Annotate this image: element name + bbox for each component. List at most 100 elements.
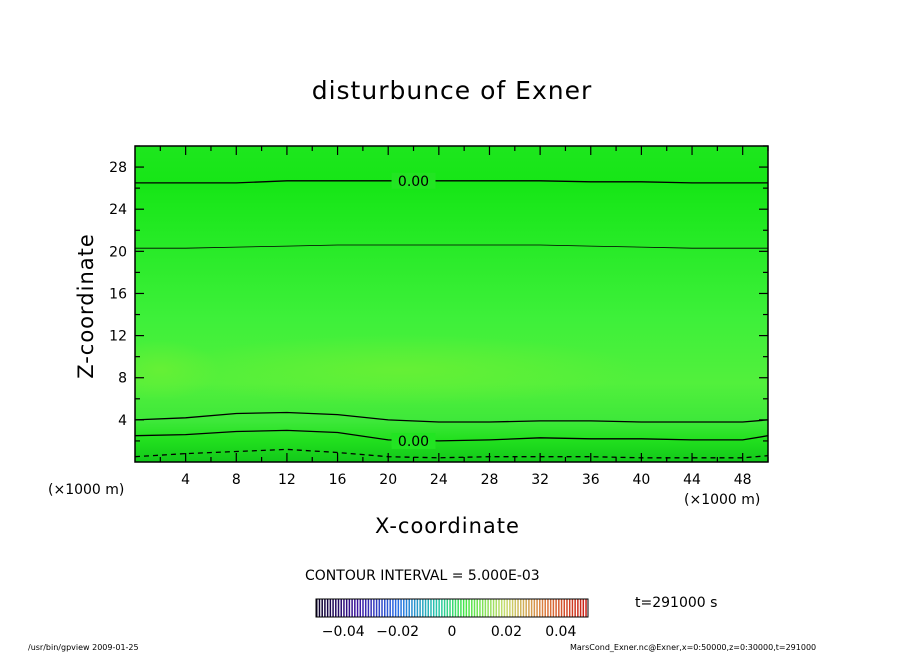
colorbar-cell <box>337 599 340 617</box>
colorbar-cell <box>389 599 391 617</box>
colorbar-cell <box>566 599 568 617</box>
colorbar-cell <box>571 599 574 617</box>
colorbar-cell <box>381 599 383 617</box>
contour-interval: CONTOUR INTERVAL = 5.000E-03 <box>305 568 540 584</box>
colorbar-cell <box>533 599 536 617</box>
colorbar-cell <box>359 599 362 617</box>
footer-left: /usr/bin/gpview 2009-01-25 <box>28 643 139 652</box>
colorbar-cell <box>441 599 443 617</box>
colorbar-cell <box>403 599 405 617</box>
colorbar-cell <box>528 599 530 617</box>
footer-right: MarsCond_Exner.nc@Exner,x=0:50000,z=0:30… <box>570 643 817 652</box>
contour-label: 0.00 <box>398 174 429 190</box>
colorbar-cell <box>547 599 549 617</box>
x-axis: 4 8 12 16 20 24 28 32 36 40 44 48 <box>159 146 769 488</box>
colorbar-cell <box>329 599 332 617</box>
colorbar-cell <box>500 599 503 617</box>
colorbar-cell <box>476 599 478 617</box>
x-tick-label: 28 <box>481 472 499 488</box>
colorbar-cell <box>552 599 555 617</box>
colorbar-cell <box>473 599 476 617</box>
colorbar: −0.04 −0.02 0 0.02 0.04 <box>315 598 589 640</box>
colorbar-frame <box>315 598 589 618</box>
colorbar-cell <box>364 599 367 617</box>
colorbar-cell <box>326 599 329 617</box>
y-tick-label: 24 <box>109 202 127 218</box>
colorbar-cell <box>416 599 419 617</box>
x-tick-label: 40 <box>632 472 650 488</box>
colorbar-cell <box>514 599 517 617</box>
colorbar-cell <box>356 599 359 617</box>
colorbar-cell <box>367 599 370 617</box>
colorbar-tick-label: −0.04 <box>322 624 365 640</box>
time-label: t=291000 s <box>635 595 718 611</box>
colorbar-cell <box>449 599 451 617</box>
y-tick-label: 8 <box>118 371 127 387</box>
colorbar-cell <box>427 599 430 617</box>
x-tick-label: 48 <box>734 472 752 488</box>
y-axis: 4 8 12 16 20 24 28 <box>109 145 768 442</box>
colorbar-cell <box>582 599 585 617</box>
contour-label-bg <box>391 172 436 189</box>
contour-line <box>135 244 768 249</box>
colorbar-cell <box>370 599 372 617</box>
colorbar-cell <box>511 599 514 617</box>
colorbar-cell <box>351 599 353 617</box>
colorbar-cell <box>465 599 468 617</box>
field-shading <box>135 146 768 462</box>
colorbar-cell <box>373 599 375 617</box>
colorbar-cell <box>354 599 356 617</box>
colorbar-tick-label: −0.02 <box>376 624 419 640</box>
colorbar-cell <box>443 599 446 617</box>
colorbar-cell <box>544 599 546 617</box>
colorbar-cell <box>332 599 334 617</box>
colorbar-cell <box>419 599 421 617</box>
colorbar-cell <box>452 599 454 617</box>
colorbar-cell <box>405 599 408 617</box>
x-tick-label: 8 <box>232 472 241 488</box>
colorbar-cell <box>343 599 345 617</box>
colorbar-cell <box>316 599 318 617</box>
colorbar-cell <box>462 599 465 617</box>
colorbar-cell <box>454 599 457 617</box>
colorbar-cell <box>435 599 438 617</box>
x-tick-label: 12 <box>278 472 296 488</box>
contour-label-bg <box>391 432 436 449</box>
x-tick-label: 44 <box>683 472 701 488</box>
contour-line <box>135 411 768 423</box>
colorbar-cell <box>471 599 473 617</box>
colorbar-cell <box>318 599 321 617</box>
colorbar-cell <box>487 599 489 617</box>
colorbar-cell <box>468 599 470 617</box>
colorbar-cell <box>397 599 400 617</box>
colorbar-cell <box>321 599 323 617</box>
colorbar-cell <box>348 599 351 617</box>
colorbar-cell <box>492 599 495 617</box>
x-unit-label-right: (×1000 m) <box>684 492 761 508</box>
colorbar-cell <box>335 599 337 617</box>
y-tick-label: 16 <box>109 286 127 302</box>
y-tick-label: 12 <box>109 329 127 345</box>
colorbar-cell <box>430 599 432 617</box>
colorbar-cell <box>495 599 498 617</box>
x-tick-label: 16 <box>329 472 347 488</box>
colorbar-cell <box>490 599 492 617</box>
colorbar-tick-label: 0.02 <box>491 624 522 640</box>
colorbar-cell <box>422 599 424 617</box>
colorbar-cell <box>438 599 440 617</box>
colorbar-cell <box>541 599 544 617</box>
y-tick-label: 4 <box>118 413 127 429</box>
x-tick-label: 32 <box>531 472 549 488</box>
y-tick-label: 20 <box>109 244 127 260</box>
contour-line <box>135 429 768 442</box>
contour-label: 0.00 <box>398 434 429 450</box>
colorbar-tick-label: 0 <box>448 624 457 640</box>
contour-line <box>135 448 768 459</box>
x-tick-label: 24 <box>430 472 448 488</box>
plot-frame <box>134 145 769 463</box>
colorbar-cell <box>503 599 506 617</box>
colorbar-cell <box>345 599 348 617</box>
y-tick-label: 28 <box>109 160 127 176</box>
colorbar-cell <box>522 599 525 617</box>
